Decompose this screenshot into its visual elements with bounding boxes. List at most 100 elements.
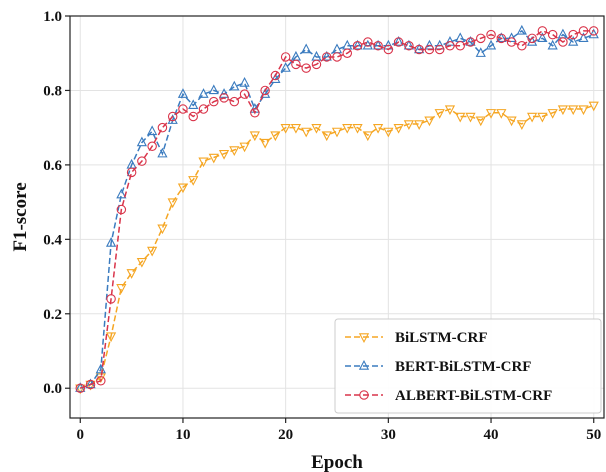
series-bert-bilstm-crf (75, 24, 599, 392)
data-point-bert-bilstm-crf (588, 28, 599, 39)
y-tick-label: 1.0 (43, 9, 62, 25)
data-point-bilstm-crf (290, 123, 302, 134)
data-point-bert-bilstm-crf (568, 36, 579, 46)
data-point-bert-bilstm-crf (342, 39, 353, 50)
data-point-bilstm-crf (147, 246, 158, 257)
data-point-bilstm-crf (321, 131, 332, 142)
data-point-albert-bilstm-crf (311, 59, 322, 70)
data-point-bert-bilstm-crf (157, 147, 168, 158)
data-point-bilstm-crf (578, 105, 589, 116)
data-point-bilstm-crf (167, 198, 178, 209)
series-albert-bilstm-crf (75, 26, 599, 393)
legend-label-albert-bilstm-crf: ALBERT-BiLSTM-CRF (395, 388, 552, 404)
data-point-bert-bilstm-crf (105, 237, 117, 247)
data-point-albert-bilstm-crf (445, 41, 455, 51)
data-point-bilstm-crf (414, 120, 425, 130)
data-point-bilstm-crf (260, 138, 271, 149)
y-tick-label: 0.6 (43, 158, 62, 174)
data-point-albert-bilstm-crf (506, 37, 517, 47)
data-point-bilstm-crf (157, 224, 168, 235)
data-point-albert-bilstm-crf (373, 41, 383, 51)
data-point-bert-bilstm-crf (578, 32, 589, 43)
data-point-bert-bilstm-crf (136, 136, 147, 147)
data-point-bilstm-crf (75, 384, 86, 395)
data-point-albert-bilstm-crf (424, 44, 435, 55)
x-axis-label: Epoch (311, 452, 363, 472)
data-point-bert-bilstm-crf (372, 39, 384, 50)
data-point-bert-bilstm-crf (485, 39, 497, 50)
x-tick-label: 50 (586, 427, 601, 443)
legend-marker-albert-bilstm-crf (359, 390, 369, 400)
data-point-albert-bilstm-crf (116, 204, 127, 215)
data-point-bilstm-crf (475, 116, 486, 127)
data-point-albert-bilstm-crf (321, 52, 332, 62)
data-point-bilstm-crf (116, 284, 127, 294)
data-point-albert-bilstm-crf (517, 41, 527, 51)
data-point-albert-bilstm-crf (414, 44, 424, 55)
x-tick-label: 30 (381, 427, 396, 443)
series-layer (75, 24, 599, 395)
data-point-bilstm-crf (188, 176, 199, 186)
axis-ticks: 0 10 20 30 40 50 0.0 0.2 0.4 0.6 0.8 1.0 (43, 9, 601, 443)
data-point-albert-bilstm-crf (167, 111, 178, 122)
data-point-bert-bilstm-crf (208, 84, 219, 95)
data-point-bert-bilstm-crf (116, 188, 127, 199)
data-point-albert-bilstm-crf (137, 156, 147, 166)
x-tick-label: 0 (77, 427, 85, 443)
data-point-bert-bilstm-crf (475, 47, 486, 57)
legend-item-bilstm-crf: BiLSTM-CRF (345, 330, 488, 346)
data-point-albert-bilstm-crf (301, 63, 311, 73)
data-point-bert-bilstm-crf (362, 39, 373, 50)
data-point-albert-bilstm-crf (209, 96, 219, 107)
data-point-albert-bilstm-crf (404, 41, 414, 51)
data-point-bilstm-crf (588, 101, 599, 112)
data-point-albert-bilstm-crf (291, 59, 301, 70)
x-tick-label: 10 (175, 427, 190, 443)
data-point-albert-bilstm-crf (578, 26, 589, 36)
data-point-albert-bilstm-crf (106, 294, 116, 304)
legend-label-bert-bilstm-crf: BERT-BiLSTM-CRF (395, 359, 531, 375)
data-point-bilstm-crf (270, 131, 281, 142)
data-point-bert-bilstm-crf (537, 32, 548, 43)
y-tick-label: 0.4 (43, 232, 62, 248)
data-point-bert-bilstm-crf (352, 39, 363, 50)
data-point-bilstm-crf (383, 127, 394, 138)
data-point-albert-bilstm-crf (558, 37, 568, 47)
legend-label-bilstm-crf: BiLSTM-CRF (395, 330, 488, 346)
data-point-albert-bilstm-crf (178, 104, 188, 114)
data-point-albert-bilstm-crf (455, 41, 465, 51)
data-point-albert-bilstm-crf (126, 167, 137, 178)
data-point-bilstm-crf (311, 123, 322, 134)
data-point-bilstm-crf (424, 116, 435, 127)
data-point-albert-bilstm-crf (434, 44, 445, 55)
data-point-bilstm-crf (485, 109, 497, 119)
data-point-bilstm-crf (280, 123, 291, 134)
data-point-bilstm-crf (455, 112, 466, 123)
data-point-bilstm-crf (136, 257, 147, 268)
data-point-bert-bilstm-crf (188, 99, 199, 110)
y-tick-label: 0.8 (43, 83, 62, 99)
data-point-albert-bilstm-crf (96, 376, 106, 386)
data-point-bilstm-crf (434, 109, 445, 119)
data-point-bilstm-crf (496, 109, 507, 119)
data-point-bilstm-crf (229, 146, 240, 157)
y-tick-label: 0.2 (43, 307, 62, 323)
data-point-albert-bilstm-crf (260, 85, 270, 96)
series-line-bert-bilstm-crf (80, 29, 594, 389)
series-bilstm-crf (75, 101, 599, 395)
data-point-bert-bilstm-crf (393, 36, 404, 46)
data-point-bert-bilstm-crf (547, 39, 558, 50)
data-point-albert-bilstm-crf (465, 37, 476, 47)
data-point-bert-bilstm-crf (527, 36, 538, 46)
data-point-bilstm-crf (393, 123, 404, 134)
data-point-albert-bilstm-crf (219, 93, 229, 103)
data-point-bert-bilstm-crf (270, 73, 281, 83)
data-point-bilstm-crf (403, 120, 414, 130)
data-point-albert-bilstm-crf (363, 37, 373, 47)
legend-marker-bilstm-crf (358, 333, 370, 344)
series-line-albert-bilstm-crf (80, 30, 594, 389)
legend-items: BiLSTM-CRF BERT-BiLSTM-CRF ALBERT-BiLSTM-C… (345, 330, 552, 404)
data-point-bilstm-crf (527, 112, 538, 123)
data-point-albert-bilstm-crf (476, 33, 486, 44)
legend-item-bert-bilstm-crf: BERT-BiLSTM-CRF (345, 359, 531, 375)
